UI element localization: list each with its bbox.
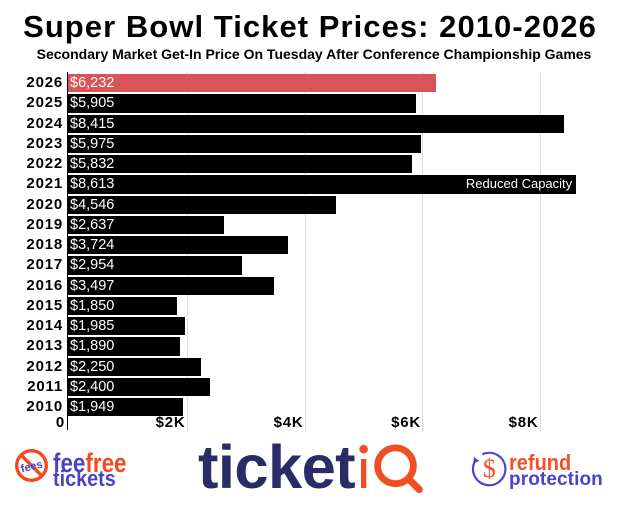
svg-text:fees: fees [20, 458, 44, 475]
svg-text:ticket: ticket [198, 436, 355, 500]
svg-text:$: $ [483, 454, 496, 483]
